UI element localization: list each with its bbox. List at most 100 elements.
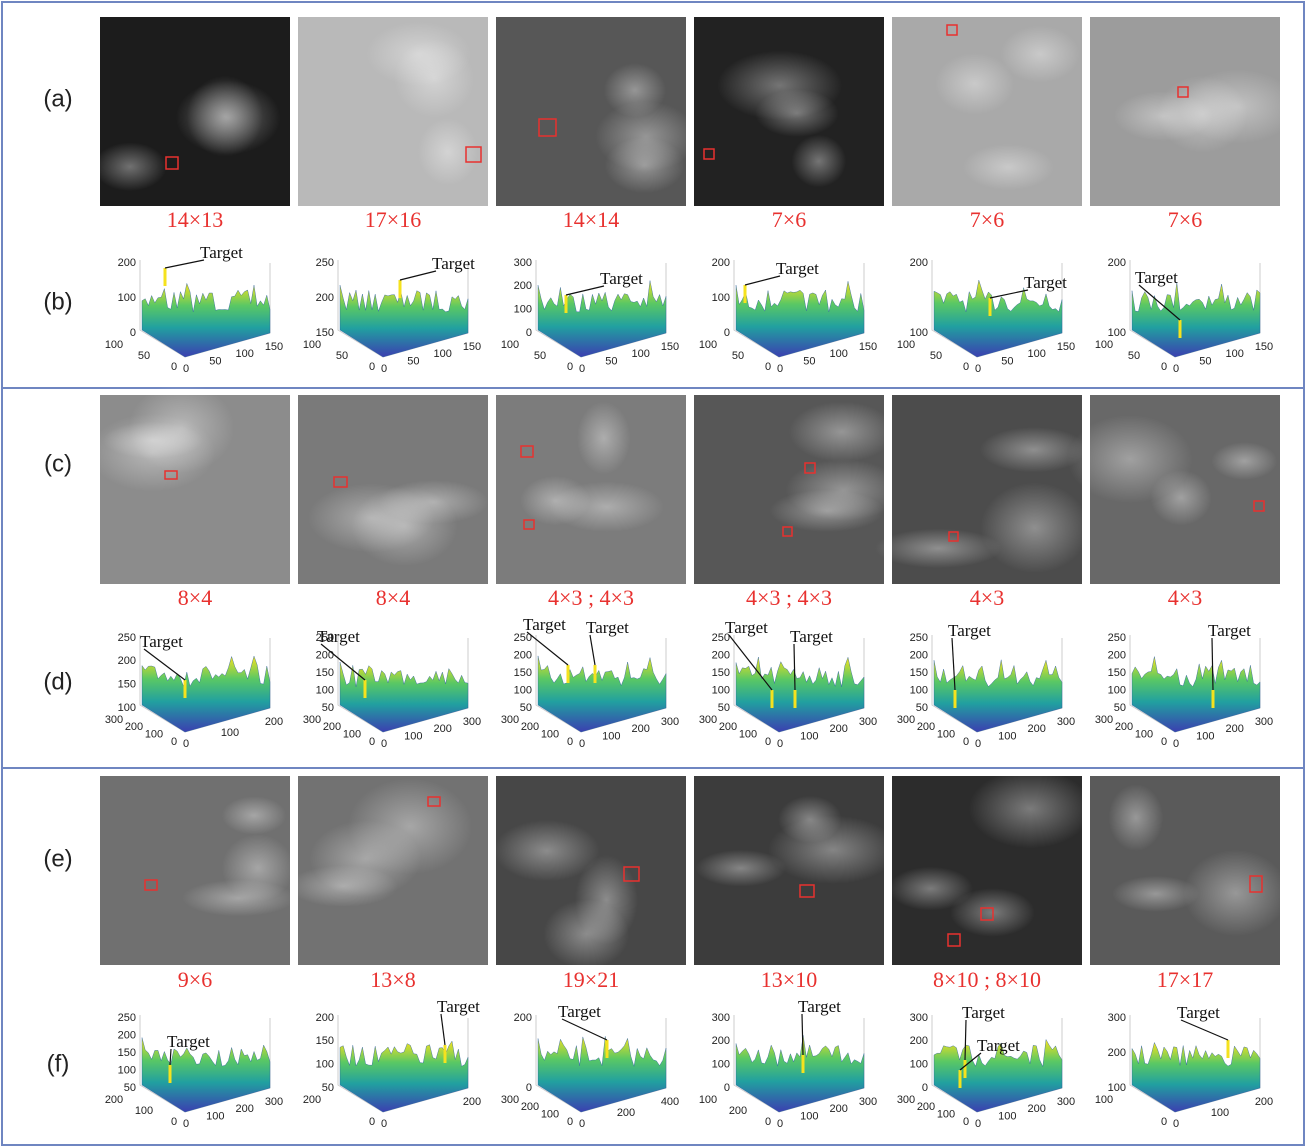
- x-tick-label: 50: [605, 356, 617, 368]
- z-tick-label: 200: [514, 1012, 532, 1024]
- z-tick-label: 50: [718, 702, 730, 714]
- x-tick-label: 100: [800, 731, 818, 743]
- y-tick-label: 0: [963, 1116, 969, 1128]
- y-tick-label: 0: [765, 736, 771, 748]
- target-arrow: [566, 286, 604, 295]
- z-tick-label: 100: [712, 1059, 730, 1071]
- target-size: 4×3 ; 4×3: [746, 585, 832, 610]
- surface: [1132, 282, 1260, 357]
- z-tick-label: 50: [124, 1082, 136, 1094]
- z-tick-label: 50: [322, 1082, 334, 1094]
- y-tick-label: 0: [963, 361, 969, 373]
- z-tick-label: 50: [322, 702, 334, 714]
- x-tick-label: 50: [803, 356, 815, 368]
- target-label: Target: [432, 254, 475, 273]
- image-texture: [93, 142, 166, 191]
- target-arrow: [590, 635, 595, 665]
- y-tick-label: 100: [1135, 729, 1153, 741]
- image-texture: [791, 135, 846, 187]
- y-tick-label: 100: [343, 729, 361, 741]
- row-label: (b): [43, 288, 72, 315]
- z-tick-label: 0: [526, 1082, 532, 1094]
- image-texture: [963, 144, 1054, 190]
- target-size: 4×3: [970, 585, 1004, 610]
- y-tick-label: 100: [1095, 339, 1113, 351]
- z-tick-label: 300: [910, 1012, 928, 1024]
- image-texture: [494, 820, 600, 881]
- target-label: Target: [962, 1003, 1005, 1022]
- x-tick-label: 400: [661, 1096, 679, 1108]
- x-tick-label: 200: [1225, 723, 1243, 735]
- z-tick-label: 0: [130, 327, 136, 339]
- y-tick-label: 200: [719, 721, 737, 733]
- target-arrow: [400, 271, 436, 280]
- z-tick-label: 300: [712, 1012, 730, 1024]
- x-tick-label: 300: [463, 716, 481, 728]
- row-label: (f): [47, 1050, 70, 1077]
- z-tick-label: 300: [1108, 1012, 1126, 1024]
- x-tick-label: 300: [265, 1096, 283, 1108]
- z-tick-label: 100: [118, 702, 136, 714]
- surface: [736, 1035, 864, 1112]
- y-tick-label: 200: [521, 721, 539, 733]
- target-size: 7×6: [772, 207, 806, 232]
- target-label: Target: [798, 997, 841, 1016]
- x-tick-label: 300: [1057, 1096, 1075, 1108]
- target-size: 13×8: [370, 967, 415, 992]
- y-tick-label: 0: [963, 736, 969, 748]
- target-label: Target: [200, 243, 243, 262]
- target-label: Target: [977, 1036, 1020, 1055]
- surface: [142, 283, 270, 357]
- target-arrow: [1181, 1020, 1228, 1040]
- image-texture: [1109, 784, 1164, 851]
- image-texture: [768, 815, 898, 883]
- x-tick-label: 50: [209, 356, 221, 368]
- x-tick-label: 100: [602, 731, 620, 743]
- image-texture: [543, 899, 629, 968]
- z-tick-label: 50: [916, 702, 928, 714]
- target-size: 4×3: [1168, 585, 1202, 610]
- x-tick-label: 0: [1173, 363, 1179, 375]
- y-tick-label: 0: [1161, 361, 1167, 373]
- y-tick-label: 300: [501, 1094, 519, 1106]
- image-texture: [981, 483, 1089, 573]
- x-tick-label: 0: [777, 738, 783, 750]
- z-tick-label: 150: [118, 679, 136, 691]
- target-label: Target: [140, 632, 183, 651]
- target-size: 14×13: [167, 207, 223, 232]
- z-tick-label: 200: [118, 257, 136, 269]
- image-texture: [1150, 470, 1211, 525]
- x-tick-label: 200: [433, 723, 451, 735]
- z-tick-label: 150: [514, 667, 532, 679]
- row-label: (c): [44, 450, 72, 477]
- target-size: 8×4: [178, 585, 212, 610]
- z-tick-label: 250: [118, 1012, 136, 1024]
- x-tick-label: 0: [381, 363, 387, 375]
- target-arrow: [745, 276, 780, 285]
- x-tick-label: 150: [859, 341, 877, 353]
- figure: (a)(b)14×1317×1614×147×67×67×62001000100…: [0, 0, 1307, 1148]
- x-tick-label: 200: [463, 1096, 481, 1108]
- x-tick-label: 300: [1255, 716, 1273, 728]
- z-tick-label: 100: [1108, 327, 1126, 339]
- y-tick-label: 0: [171, 361, 177, 373]
- image-texture: [366, 22, 471, 86]
- image-texture: [935, 53, 1014, 114]
- x-tick-label: 100: [1027, 348, 1045, 360]
- x-tick-label: 100: [1225, 348, 1243, 360]
- z-tick-label: 200: [910, 1035, 928, 1047]
- target-arrow: [441, 1014, 445, 1045]
- y-tick-label: 300: [897, 1094, 915, 1106]
- x-tick-label: 0: [381, 738, 387, 750]
- y-tick-label: 200: [917, 721, 935, 733]
- z-tick-label: 200: [1108, 1047, 1126, 1059]
- x-tick-label: 100: [1196, 731, 1214, 743]
- x-tick-label: 0: [975, 1118, 981, 1130]
- image-texture: [789, 402, 894, 462]
- image-texture: [418, 119, 478, 186]
- surface: [538, 281, 666, 357]
- target-label: Target: [1024, 273, 1067, 292]
- z-tick-label: 200: [316, 1012, 334, 1024]
- z-tick-label: 50: [520, 702, 532, 714]
- target-size: 7×6: [970, 207, 1004, 232]
